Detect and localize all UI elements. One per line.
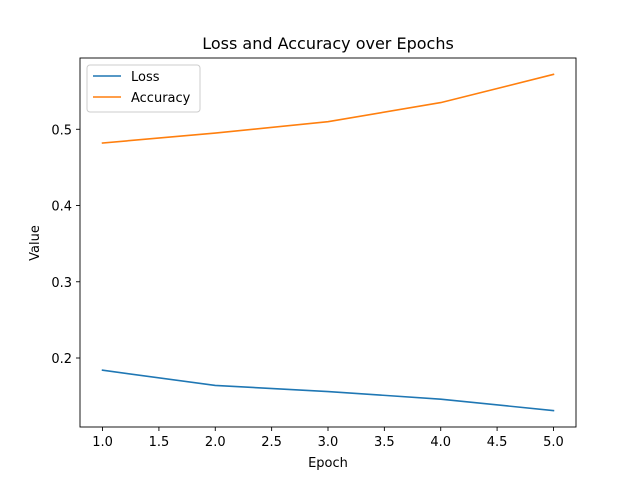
x-tick-label: 3.5 <box>374 435 395 450</box>
y-tick-label: 0.2 <box>51 352 72 367</box>
x-tick-label: 5.0 <box>543 435 564 450</box>
y-tick-label: 0.5 <box>51 123 72 138</box>
x-tick-label: 1.0 <box>92 435 113 450</box>
x-tick-label: 2.5 <box>261 435 282 450</box>
series-line-loss <box>101 369 555 412</box>
y-tick-label: 0.4 <box>51 200 72 215</box>
x-tick-label: 1.5 <box>149 435 170 450</box>
series-line-accuracy <box>101 73 555 144</box>
chart-title: Loss and Accuracy over Epochs <box>202 34 454 53</box>
legend-label-loss: Loss <box>131 70 160 85</box>
x-tick-label: 2.0 <box>205 435 226 450</box>
legend-label-accuracy: Accuracy <box>131 91 191 106</box>
x-tick-label: 4.0 <box>430 435 451 450</box>
x-axis-label: Epoch <box>308 456 348 471</box>
x-tick-label: 4.5 <box>487 435 508 450</box>
y-tick-label: 0.3 <box>51 276 72 291</box>
y-axis-label: Value <box>28 225 43 261</box>
x-tick-label: 3.0 <box>318 435 339 450</box>
plot-area: 1.0 1.5 2.0 2.5 3.0 3.5 4.0 4.5 5.0 0.2 0.3 0.4 0.5 L… <box>51 57 577 450</box>
